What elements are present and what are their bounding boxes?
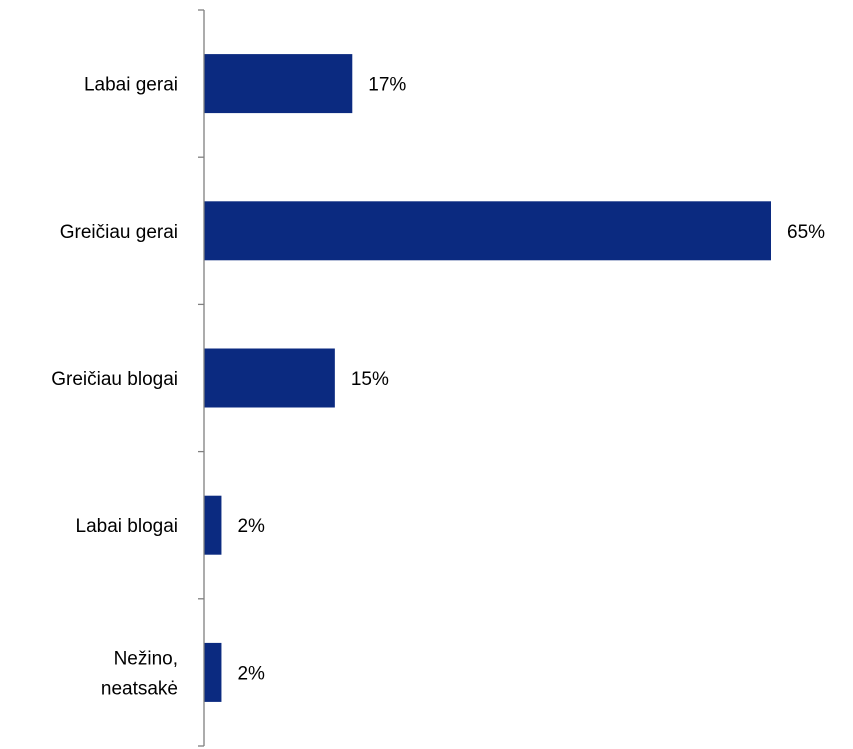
value-label: 2% [237,516,265,537]
category-label-line: Greičiau gerai [60,222,178,243]
category-label: Labai gerai [84,75,178,96]
value-labels-group: 17% 65% 15% 2% 2% [237,75,825,685]
category-label-line: Nežino, [114,648,178,669]
value-label: 2% [237,663,265,684]
category-axis [198,9,205,747]
category-label: Greičiau gerai [60,222,178,243]
category-label-line: Greičiau blogai [51,369,178,390]
bars-group [204,54,771,702]
category-label: Nežino, neatsakė [101,648,178,699]
bar [204,201,771,261]
bar [204,642,222,702]
value-label: 17% [368,75,406,96]
bar [204,495,222,555]
category-label: Labai blogai [76,516,178,537]
bar [204,54,353,114]
category-label-line: Labai gerai [84,75,178,96]
category-label: Greičiau blogai [51,369,178,390]
category-label-line: Labai blogai [76,516,178,537]
bar [204,348,335,408]
value-label: 65% [787,222,825,243]
value-label: 15% [351,369,389,390]
category-labels-group: Labai gerai Greičiau gerai Greičiau blogai… [51,75,178,700]
category-label-line: neatsakė [101,678,178,699]
